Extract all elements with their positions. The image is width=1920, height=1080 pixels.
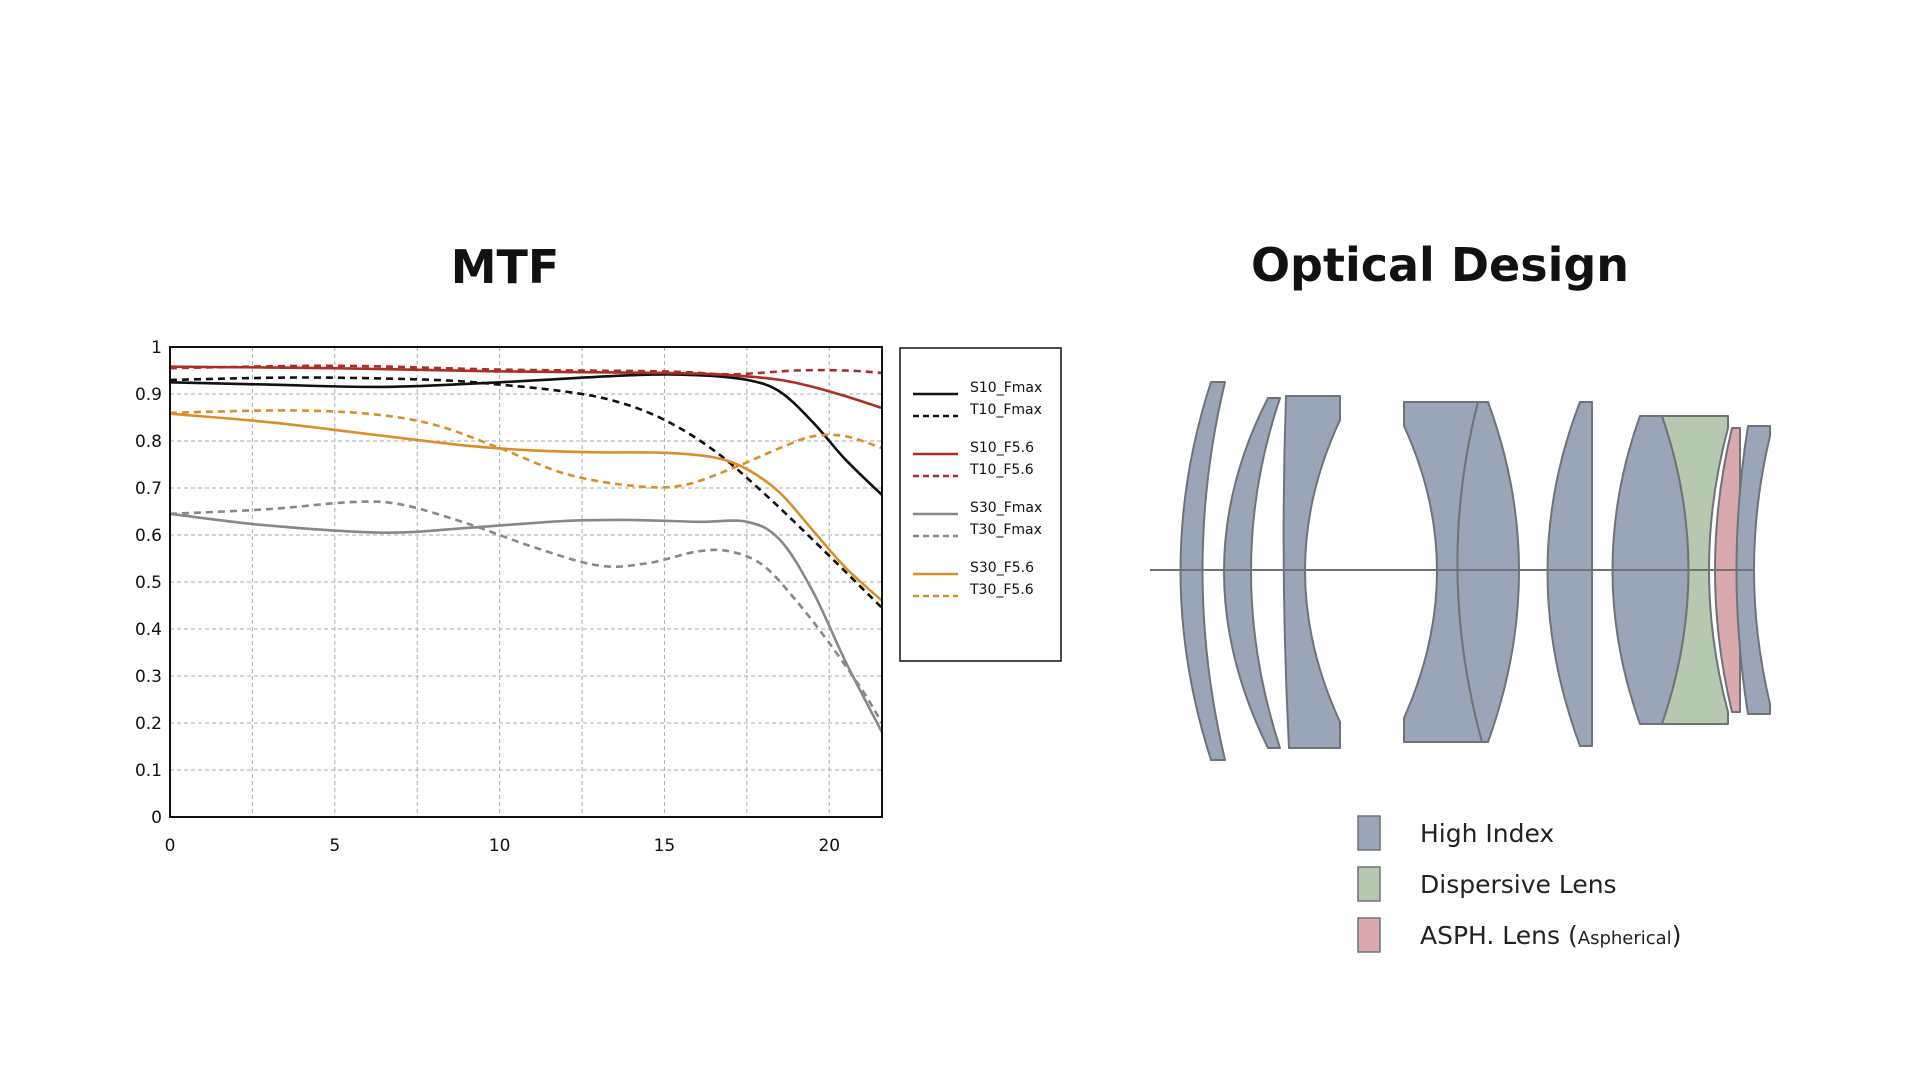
y-tick-label: 0.7 (135, 479, 162, 499)
chart-grid (170, 347, 882, 817)
chart-legend: S10_Fmax T10_Fmax S10_F5.6 T10_F5.6 S30_Fmax… (913, 380, 1042, 598)
high-index-swatch (1357, 815, 1381, 851)
plot-frame (169, 346, 883, 818)
legend-label: S30_Fmax (970, 500, 1042, 516)
legend-label: S10_F5.6 (970, 440, 1034, 456)
series-line-t10-fmax (169, 376, 883, 609)
chart-series (169, 364, 884, 733)
x-tick-label: 5 (329, 836, 340, 856)
asph-lens-label: ASPH. Lens (Aspherical) (1420, 921, 1681, 950)
legend-label: S10_Fmax (970, 380, 1042, 396)
lens-element-1 (1179, 381, 1226, 761)
y-tick-label: 0.6 (135, 526, 162, 546)
x-tick-label: 15 (654, 836, 676, 856)
legend-label: T10_F5.6 (969, 462, 1034, 478)
y-tick-label: 0 (151, 808, 162, 828)
legend-label: T30_F5.6 (969, 582, 1034, 598)
x-tick-label: 0 (165, 836, 176, 856)
legend-label: T30_Fmax (969, 522, 1042, 538)
x-tick-label: 10 (489, 836, 511, 856)
series-line-s10-fmax (169, 373, 883, 496)
series-line-s30-f5-6 (169, 412, 883, 602)
asph-lens-label-close: ) (1672, 921, 1682, 950)
legend-label: S30_F5.6 (970, 560, 1034, 576)
series-line-t30-fmax (169, 500, 884, 724)
y-tick-label: 0.2 (135, 714, 162, 734)
dispersive-lens-label: Dispersive Lens (1420, 870, 1617, 899)
series-line-s30-fmax (169, 512, 884, 733)
dispersive-lens-swatch (1357, 866, 1381, 902)
mtf-chart: 00.10.20.30.40.50.60.70.80.910 5 10 15 20 S1… (135, 338, 1062, 856)
x-tick-label: 20 (818, 836, 840, 856)
optical-design-diagram: High Index Dispersive Lens ASPH. Lens (A… (1150, 381, 1771, 953)
legend-box (899, 347, 1062, 662)
y-tick-label: 0.9 (135, 385, 162, 405)
lens-element-6 (1546, 401, 1593, 747)
asph-lens-label-small: Aspherical (1578, 928, 1672, 949)
lens-element-3 (1282, 395, 1341, 749)
y-tick-label: 0.8 (135, 432, 162, 452)
y-tick-label: 1 (151, 338, 162, 358)
legend-label: T10_Fmax (969, 402, 1042, 418)
optical-design-title: Optical Design (1250, 238, 1630, 292)
y-tick-label: 0.1 (135, 761, 162, 781)
asph-lens-label-main: ASPH. Lens ( (1420, 921, 1578, 950)
series-line-t30-f5-6 (169, 409, 883, 489)
asph-lens-swatch (1357, 917, 1381, 953)
lens-element-5 (1456, 401, 1520, 743)
y-tick-label: 0.3 (135, 667, 162, 687)
y-tick-label: 0.5 (135, 573, 162, 593)
high-index-label: High Index (1420, 819, 1554, 848)
y-tick-label: 0.4 (135, 620, 162, 640)
chart-ticks: 00.10.20.30.40.50.60.70.80.910 5 10 15 20 (135, 338, 840, 856)
lens-element-2 (1223, 397, 1281, 749)
mtf-title: MTF (450, 240, 560, 294)
